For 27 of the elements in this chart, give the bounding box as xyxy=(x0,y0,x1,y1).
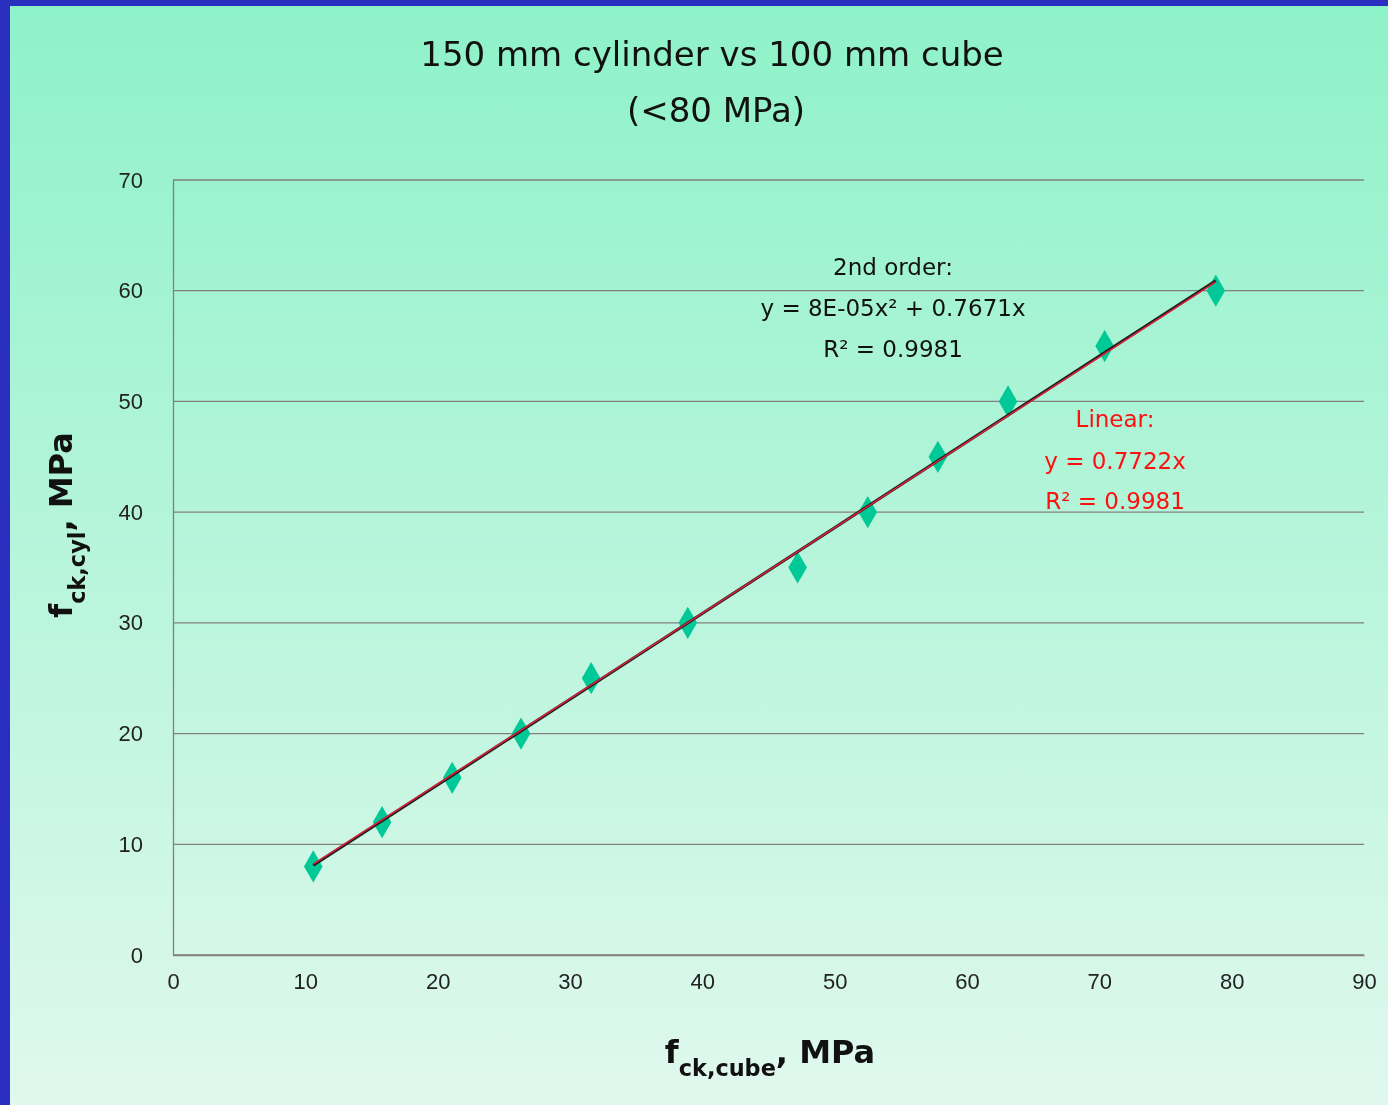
y-tick-label: 60 xyxy=(118,278,143,304)
x-tick-label: 40 xyxy=(690,968,716,994)
y-tick-label: 70 xyxy=(118,167,143,193)
annotation: R² = 0.9981 xyxy=(823,336,963,362)
x-tick-label: 90 xyxy=(1352,968,1377,994)
x-tick-label: 20 xyxy=(425,968,451,994)
x-tick-label: 30 xyxy=(558,968,583,994)
y-tick-label: 40 xyxy=(118,499,143,525)
x-tick-label: 80 xyxy=(1219,968,1245,994)
annotation: y = 0.7722x xyxy=(1044,448,1186,474)
x-tick-label: 10 xyxy=(293,968,319,994)
x-axis-title: f$_{ck,cube}$, MPa xyxy=(664,1033,876,1081)
y-tick-label: 30 xyxy=(118,610,143,636)
x-tick-label: 0 xyxy=(167,968,180,994)
chart-subtitle: (<80 MPa) xyxy=(626,90,806,130)
y-tick-label: 0 xyxy=(130,942,143,968)
annotation: R² = 0.9981 xyxy=(1045,488,1185,514)
x-tick-label: 60 xyxy=(955,968,980,994)
annotation: Linear: xyxy=(1075,406,1155,432)
y-tick-label: 10 xyxy=(118,831,143,857)
chart-title: 150 mm cylinder vs 100 mm cube xyxy=(420,34,1004,74)
annotation: 2nd order: xyxy=(833,254,953,280)
y-tick-label: 50 xyxy=(118,388,143,414)
x-tick-label: 50 xyxy=(822,968,848,994)
y-tick-label: 20 xyxy=(118,721,143,747)
annotation: y = 8E-05x² + 0.7671x xyxy=(760,295,1026,321)
x-tick-label: 70 xyxy=(1087,968,1113,994)
